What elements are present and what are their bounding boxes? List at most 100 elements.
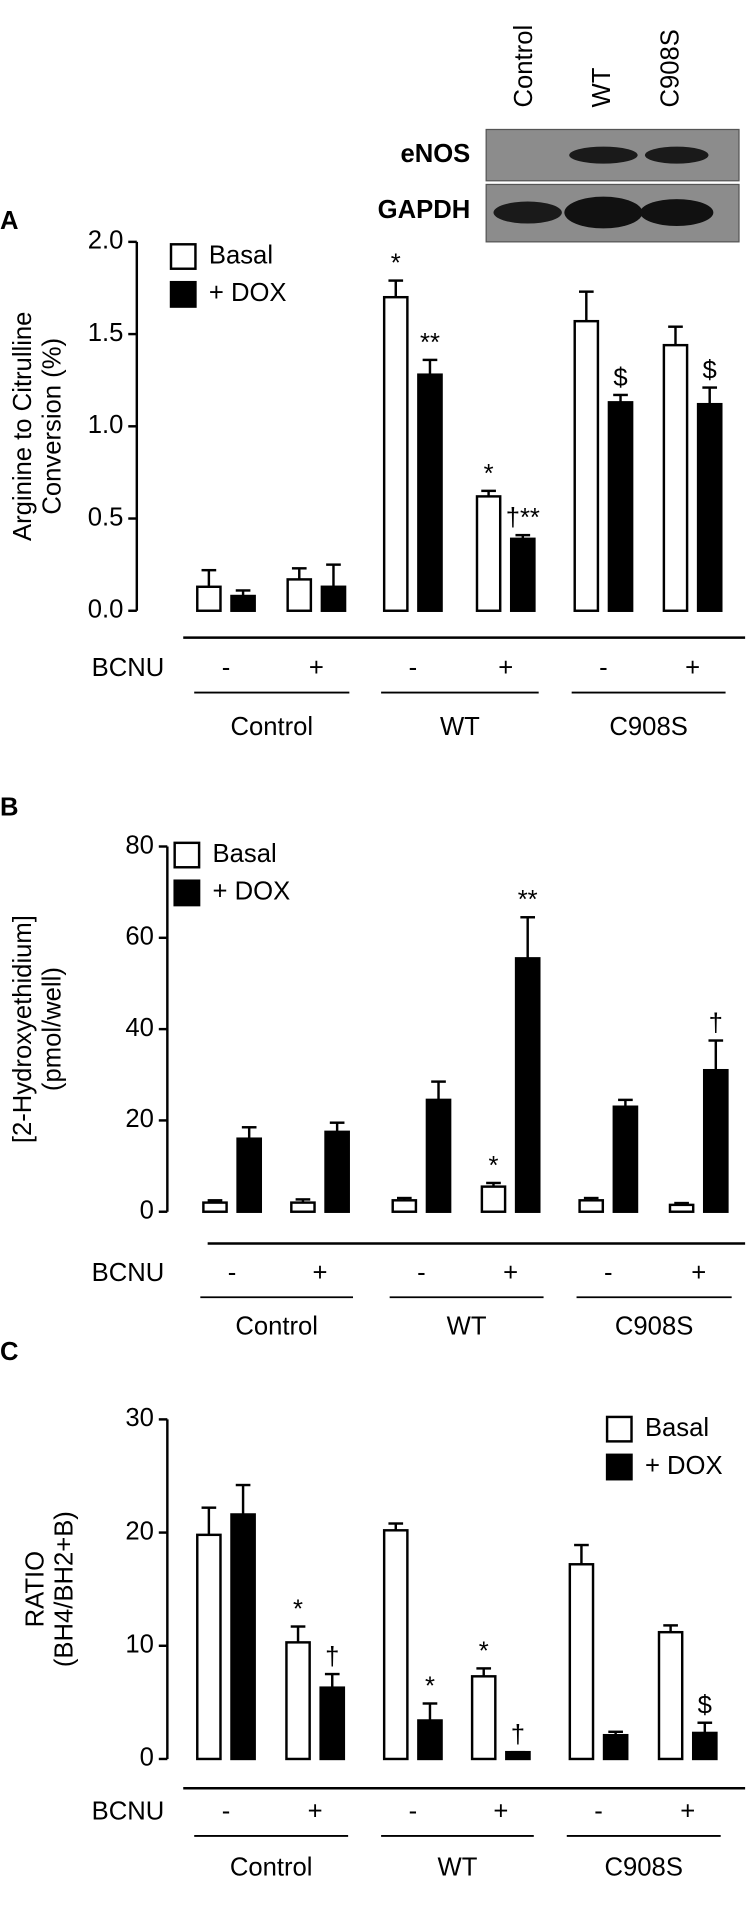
y-tick-label: 0	[140, 1744, 154, 1772]
significance-label: $	[703, 356, 717, 384]
panel-letter: A	[0, 207, 19, 235]
bar	[612, 1105, 639, 1213]
x-tick-label: +	[680, 1797, 695, 1825]
blot-row-label: eNOS	[400, 140, 470, 168]
y-tick-label: 60	[125, 923, 154, 951]
x-tick-label: -	[594, 1797, 603, 1825]
x-tick-label: -	[222, 654, 231, 682]
x-tick-label: -	[604, 1259, 613, 1287]
bar	[696, 402, 723, 612]
bar	[319, 1686, 346, 1761]
bar	[196, 585, 222, 612]
x-row-label: BCNU	[92, 1797, 165, 1825]
y-axis-label: (pmol/well)	[39, 967, 67, 1091]
bar	[425, 1098, 452, 1213]
significance-label: $	[698, 1692, 712, 1720]
legend-swatch	[605, 1453, 633, 1481]
y-axis-label: Arginine to Citrulline	[9, 312, 37, 541]
blot-band	[493, 201, 562, 224]
significance-label: †**	[506, 504, 540, 532]
significance-label: *	[425, 1672, 435, 1700]
blot-band	[569, 146, 638, 164]
bar	[382, 295, 409, 612]
y-axis-label: RATIO	[21, 1551, 49, 1627]
bar	[230, 594, 256, 612]
bar	[285, 1641, 311, 1761]
bar	[470, 1675, 497, 1761]
bar	[196, 1533, 222, 1761]
y-tick-label: 2.0	[88, 227, 124, 255]
group-label: Control	[230, 713, 313, 741]
bar	[505, 1750, 531, 1761]
y-axis-label: (BH4/BH2+B)	[51, 1511, 79, 1667]
bar	[702, 1068, 729, 1213]
group-label: C908S	[615, 1313, 693, 1341]
y-tick-label: 80	[125, 831, 154, 859]
group-label: C908S	[609, 713, 687, 741]
bar	[607, 401, 634, 612]
x-tick-label: +	[498, 654, 513, 682]
legend-swatch	[169, 243, 197, 270]
x-tick-label: +	[309, 654, 324, 682]
bar	[391, 1199, 418, 1213]
significance-label: *	[484, 460, 494, 488]
y-tick-label: 30	[125, 1404, 154, 1432]
y-tick-label: 20	[125, 1517, 154, 1545]
group-label: WT	[447, 1313, 487, 1341]
y-axis-label: [2-Hydroxyethidium]	[9, 915, 37, 1143]
bar	[578, 1199, 605, 1213]
y-tick-label: 0	[140, 1197, 154, 1225]
legend-swatch	[605, 1415, 633, 1443]
bar	[475, 495, 502, 612]
bar	[668, 1203, 695, 1213]
bar	[602, 1733, 629, 1761]
x-tick-label: -	[409, 654, 418, 682]
significance-label: *	[479, 1637, 489, 1665]
bar	[286, 578, 313, 612]
bar	[662, 343, 689, 612]
group-label: Control	[235, 1313, 318, 1341]
bar	[417, 1719, 443, 1761]
legend-label: + DOX	[213, 878, 291, 906]
x-tick-label: +	[691, 1259, 706, 1287]
significance-label: †	[709, 1009, 723, 1037]
x-row-label: BCNU	[92, 654, 165, 682]
x-tick-label: +	[308, 1797, 323, 1825]
significance-label: **	[518, 886, 538, 914]
legend-label: Basal	[209, 241, 273, 269]
group-label: Control	[230, 1854, 313, 1882]
y-tick-label: 10	[125, 1631, 154, 1659]
bar	[509, 537, 536, 612]
legend-label: Basal	[645, 1414, 709, 1442]
y-axis-label: Conversion (%)	[39, 338, 67, 515]
x-tick-label: +	[493, 1797, 508, 1825]
significance-label: †	[325, 1643, 339, 1671]
bar	[320, 585, 347, 612]
bar	[480, 1185, 507, 1213]
bar	[230, 1513, 256, 1761]
significance-label: *	[293, 1595, 303, 1623]
blot-band	[644, 146, 709, 164]
x-tick-label: -	[599, 654, 608, 682]
significance-label: *	[391, 249, 401, 277]
bar	[202, 1201, 228, 1213]
significance-label: *	[488, 1152, 498, 1180]
y-tick-label: 1.0	[88, 411, 124, 439]
blot-band	[564, 196, 643, 229]
panel-letter: C	[0, 1338, 19, 1366]
bar	[691, 1731, 718, 1761]
group-label: WT	[438, 1854, 478, 1882]
y-tick-label: 0.0	[88, 596, 124, 624]
legend-swatch	[169, 280, 197, 308]
significance-label: **	[420, 329, 440, 357]
lane-label: WT	[588, 67, 616, 107]
y-tick-label: 0.5	[88, 503, 124, 531]
x-tick-label: +	[503, 1259, 518, 1287]
legend-swatch	[173, 879, 201, 907]
bar	[324, 1130, 350, 1213]
x-tick-label: +	[685, 654, 700, 682]
bar	[290, 1201, 316, 1213]
group-label: C908S	[605, 1854, 683, 1882]
